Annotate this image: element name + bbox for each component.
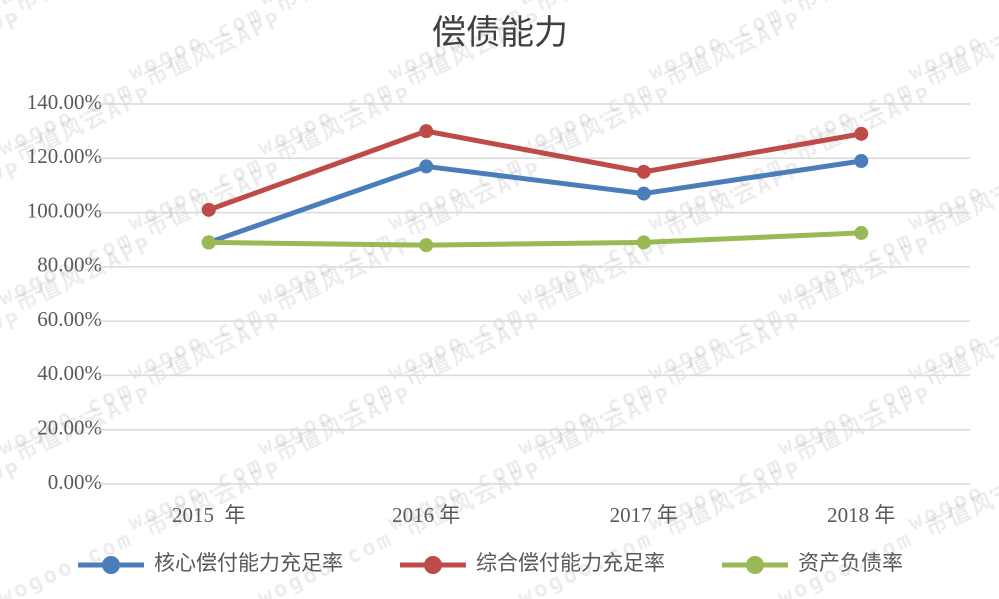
y-tick-label: 80.00%: [37, 253, 102, 277]
legend-marker: [746, 556, 764, 574]
legend-label: 核心偿付能力充足率: [154, 551, 343, 575]
chart-title: 偿债能力: [432, 14, 568, 52]
x-tick-label: 2016 年: [392, 503, 460, 527]
y-tick-label: 140.00%: [27, 90, 102, 114]
x-tick-label: 2015 年: [172, 503, 246, 527]
y-tick-label: 0.00%: [48, 470, 102, 494]
legend-label: 综合偿付能力充足率: [476, 551, 665, 575]
data-point: [636, 164, 651, 179]
x-tick-label: 2017 年: [610, 503, 678, 527]
y-tick-label: 60.00%: [37, 307, 102, 331]
x-tick-label: 2018 年: [827, 503, 895, 527]
y-tick-label: 40.00%: [37, 361, 102, 385]
data-point: [419, 238, 434, 253]
y-tick-label: 20.00%: [37, 416, 102, 440]
data-point: [854, 126, 869, 141]
data-point: [636, 235, 651, 250]
legend-label: 资产负债率: [798, 551, 903, 575]
series-line: [207, 128, 862, 213]
y-tick-label: 100.00%: [27, 198, 102, 222]
watermark: wogoo.com 市值风云APP: [254, 456, 547, 599]
data-point: [636, 186, 651, 201]
legend-marker: [424, 556, 442, 574]
data-point: [201, 235, 216, 250]
watermark: wogoo.com 市值风云APP: [0, 456, 287, 599]
data-point: [419, 159, 434, 174]
series-line: [208, 230, 862, 248]
series-line: [207, 158, 862, 245]
data-point: [854, 154, 869, 168]
legend-marker: [102, 556, 120, 574]
y-tick-label: 120.00%: [27, 144, 102, 168]
data-point: [854, 225, 869, 240]
watermark: wogoo.com 市值风云APP: [514, 456, 807, 599]
data-point: [201, 202, 216, 217]
data-point: [419, 124, 434, 139]
watermark: wogoo.com 市值风云APP: [774, 456, 999, 599]
